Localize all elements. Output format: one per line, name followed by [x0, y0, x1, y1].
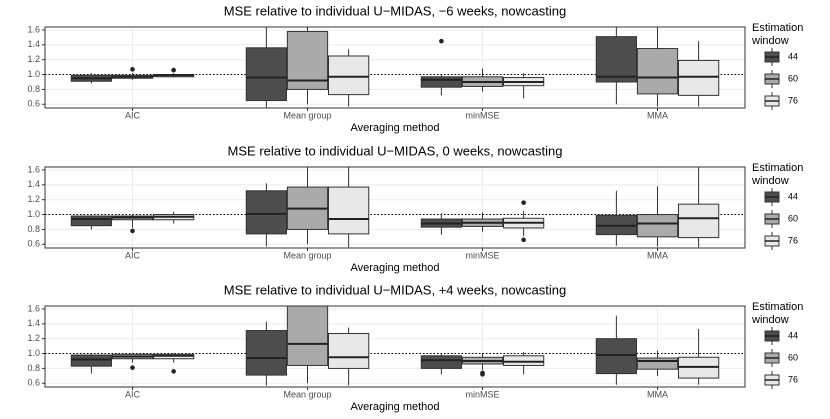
x-tick-label: minMSE	[465, 389, 499, 399]
y-tick-label: 0.8	[27, 224, 40, 234]
legend-label: 44	[788, 51, 798, 61]
box	[328, 332, 370, 369]
x-tick-label: MMA	[647, 110, 668, 120]
legend-title: Estimation window	[752, 301, 804, 326]
box	[286, 306, 329, 366]
legend-label: 76	[788, 374, 798, 384]
legend-label: 60	[788, 73, 798, 83]
plot-border	[44, 305, 746, 388]
outlier	[171, 369, 176, 374]
y-tick-label: 1.6	[27, 303, 40, 313]
legend-label: 44	[788, 191, 798, 201]
y-tick-label: 0.8	[27, 84, 40, 94]
box	[636, 357, 679, 370]
legend-label: 60	[788, 352, 798, 362]
chart-title: MSE relative to individual U−MIDAS, +4 w…	[224, 282, 567, 297]
legend-label: 76	[788, 95, 798, 105]
y-tick-label: 0.6	[27, 239, 40, 249]
y-tick-label: 1.6	[27, 164, 40, 174]
y-tick-label: 0.8	[27, 363, 40, 373]
box	[636, 48, 679, 95]
legend-title: Estimation window	[752, 162, 804, 187]
x-tick-label: MMA	[647, 389, 668, 399]
outlier	[480, 372, 485, 377]
boxes	[45, 27, 745, 108]
legend-title: Estimation window	[752, 22, 804, 47]
y-tick-label: 1.4	[27, 39, 40, 49]
plot-border	[44, 26, 746, 109]
outlier	[130, 67, 135, 72]
boxes	[45, 306, 745, 386]
legend-label: 44	[788, 330, 798, 340]
box	[328, 186, 370, 235]
box	[70, 215, 112, 227]
x-tick-label: Mean group	[283, 250, 331, 260]
outlier	[171, 67, 176, 73]
chart-title: MSE relative to individual U−MIDAS, −6 w…	[224, 3, 567, 18]
outlier	[130, 365, 135, 370]
x-tick-label: AIC	[125, 389, 141, 399]
x-axis-label: Averaging method	[350, 122, 439, 134]
outlier	[521, 200, 526, 205]
outlier	[130, 228, 135, 234]
y-tick-label: 1.4	[27, 318, 40, 328]
box	[503, 355, 545, 366]
y-tick-label: 1.0	[27, 348, 40, 358]
chart-title: MSE relative to individual U−MIDAS, 0 we…	[228, 143, 563, 158]
box	[245, 330, 287, 376]
y-tick-label: 1.2	[27, 194, 40, 204]
y-tick-label: 0.6	[27, 378, 40, 388]
x-tick-label: AIC	[125, 110, 141, 120]
y-tick-label: 1.6	[27, 24, 40, 34]
x-tick-label: Mean group	[283, 389, 331, 399]
x-tick-label: AIC	[125, 250, 141, 260]
box	[420, 355, 462, 369]
box	[70, 354, 112, 367]
box	[636, 214, 679, 238]
box	[245, 47, 287, 102]
legend-label: 76	[788, 235, 798, 245]
plot-border	[44, 166, 746, 249]
box	[595, 338, 637, 375]
x-tick-label: Mean group	[283, 110, 331, 120]
y-tick-label: 1.2	[27, 54, 40, 64]
box	[595, 36, 637, 83]
box	[245, 190, 287, 235]
x-tick-label: minMSE	[465, 250, 499, 260]
legend-label: 60	[788, 213, 798, 223]
y-tick-label: 1.0	[27, 69, 40, 79]
outlier	[521, 237, 526, 243]
y-tick-label: 0.6	[27, 99, 40, 109]
box	[420, 76, 462, 88]
box	[678, 59, 720, 96]
x-tick-label: MMA	[647, 250, 668, 260]
outlier	[439, 38, 444, 44]
x-axis-label: Averaging method	[350, 401, 439, 413]
y-tick-label: 1.2	[27, 333, 40, 343]
plot-area	[45, 306, 745, 387]
y-tick-label: 1.4	[27, 179, 40, 189]
box	[328, 55, 370, 96]
box	[678, 203, 720, 239]
x-axis-label: Averaging method	[350, 262, 439, 274]
y-tick-label: 1.0	[27, 209, 40, 219]
x-tick-label: minMSE	[465, 110, 499, 120]
boxes	[45, 167, 745, 248]
